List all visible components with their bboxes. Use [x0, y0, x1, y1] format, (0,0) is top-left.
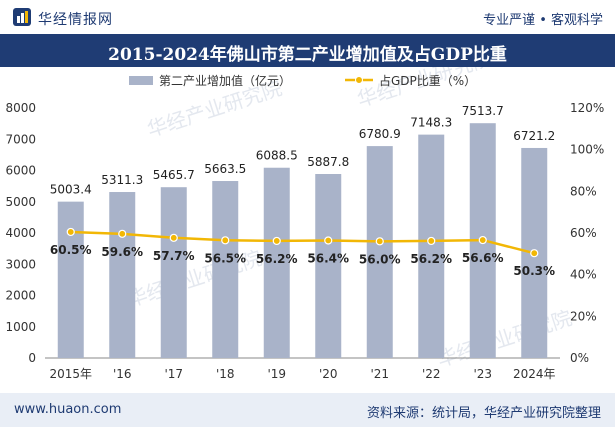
y-right-tick-label: 60% [570, 226, 597, 240]
y-left-tick-label: 2000 [5, 289, 36, 303]
line-value-label: 57.7% [153, 249, 195, 263]
line-value-label: 59.6% [101, 245, 143, 259]
line-value-label: 56.6% [462, 251, 504, 265]
line-value-label: 56.2% [256, 252, 298, 266]
y-left-tick-label: 4000 [5, 226, 36, 240]
y-axis-right: 0% 20% 40% 60% 80% 100% 120% [570, 101, 604, 365]
line-value-label: 56.4% [307, 252, 349, 266]
line-point [478, 235, 487, 245]
title-bar: 2015-2024年佛山市第二产业增加值及占GDP比重 [0, 34, 615, 67]
huajing-logo-icon [13, 8, 31, 26]
bar-value-label: 5003.4 [50, 183, 92, 197]
y-left-tick-label: 5000 [5, 195, 36, 209]
legend-bar-swatch [129, 76, 153, 85]
x-tick-label: '23 [473, 367, 492, 381]
line-value-label: 50.3% [513, 264, 555, 278]
site-name: 华经情报网 [38, 12, 113, 28]
x-tick-label: 2015年 [49, 367, 92, 381]
bar [418, 134, 445, 358]
share-line [70, 230, 535, 255]
line-point [530, 249, 539, 258]
line-value-label: 56.0% [359, 252, 401, 266]
slogan: 专业严谨 • 客观科学 [483, 13, 603, 28]
x-tick-label: 2024年 [513, 367, 556, 381]
bar-value-label: 6780.9 [359, 127, 401, 141]
bar-value-label: 7148.3 [410, 116, 452, 130]
x-axis-labels: 2015年 '16 '17 '18 '19 '20 '21 '22 '23 2024年 [49, 367, 555, 381]
legend: 第二产业增加值（亿元） 占GDP比重（%） [129, 73, 476, 88]
bar [109, 192, 136, 358]
line-value-label: 56.2% [410, 252, 452, 266]
chart: 华经产业研究院 华经产业研究院 华经产业研究院 华经产业研究院 第二产业增加值（… [5, 67, 604, 381]
bar-value-label: 5465.7 [153, 168, 195, 182]
bar [160, 187, 187, 358]
line-point [221, 236, 230, 245]
line-point [324, 236, 333, 245]
y-right-tick-label: 100% [570, 143, 604, 157]
y-right-tick-label: 80% [570, 184, 597, 198]
x-tick-label: '18 [216, 367, 235, 381]
legend-line-marker [355, 76, 363, 84]
line-point [375, 237, 384, 246]
watermark: 华经产业研究院 [434, 306, 575, 372]
y-axis-left: 0 1000 2000 3000 4000 5000 6000 7000 8000 [5, 101, 36, 365]
x-tick-label: '20 [319, 367, 338, 381]
bar-value-label: 6721.2 [513, 129, 555, 143]
bar [57, 201, 84, 358]
line-point [118, 229, 127, 238]
bar [315, 174, 342, 358]
bar [263, 167, 290, 358]
y-left-tick-label: 6000 [5, 164, 36, 178]
line-value-label: 56.5% [204, 251, 246, 265]
legend-bar-label: 第二产业增加值（亿元） [159, 73, 291, 88]
x-tick-label: '17 [164, 367, 183, 381]
bar [366, 146, 393, 358]
y-right-tick-label: 0% [570, 351, 589, 365]
y-left-tick-label: 8000 [5, 101, 36, 115]
y-left-tick-label: 7000 [5, 132, 36, 146]
line-point [427, 236, 436, 246]
x-tick-label: '22 [422, 367, 441, 381]
y-right-tick-label: 40% [570, 268, 597, 282]
footer: www.huaon.com 资料来源：统计局，华经产业研究院整理 [0, 393, 615, 427]
y-left-tick-label: 0 [28, 351, 36, 365]
legend-line-label: 占GDP比重（%） [379, 73, 476, 88]
line-point [272, 236, 281, 246]
bar-value-label: 7513.7 [462, 104, 504, 118]
bar-value-label: 5663.5 [204, 162, 246, 176]
x-tick-label: '21 [370, 367, 389, 381]
footer-source: 资料来源：统计局，华经产业研究院整理 [366, 406, 601, 421]
bar-value-label: 5887.8 [307, 155, 349, 169]
chart-title: 2015-2024年佛山市第二产业增加值及占GDP比重 [108, 45, 507, 65]
line-value-label: 60.5% [50, 243, 92, 257]
bar-value-label: 6088.5 [256, 149, 298, 163]
footer-url[interactable]: www.huaon.com [14, 402, 122, 417]
bar-labels: 5003.4 5311.3 5465.7 5663.5 6088.5 5887.8 6780… [50, 104, 556, 196]
bar-value-label: 5311.3 [101, 173, 143, 187]
bar-series [57, 123, 548, 359]
x-tick-label: '16 [113, 367, 132, 381]
line-point [169, 233, 178, 242]
line-point [66, 227, 75, 237]
x-tick-label: '19 [267, 367, 286, 381]
top-header: 华经情报网 专业严谨 • 客观科学 [0, 0, 615, 34]
y-right-tick-label: 20% [570, 309, 597, 323]
y-right-tick-label: 120% [570, 101, 604, 115]
y-left-tick-label: 1000 [5, 320, 36, 334]
y-left-tick-label: 3000 [5, 257, 36, 271]
line-series: 60.5% 59.6% 57.7% 56.5% 56.2% 56.4% 56.0% 56.2%… [50, 227, 555, 278]
bar [212, 181, 239, 358]
